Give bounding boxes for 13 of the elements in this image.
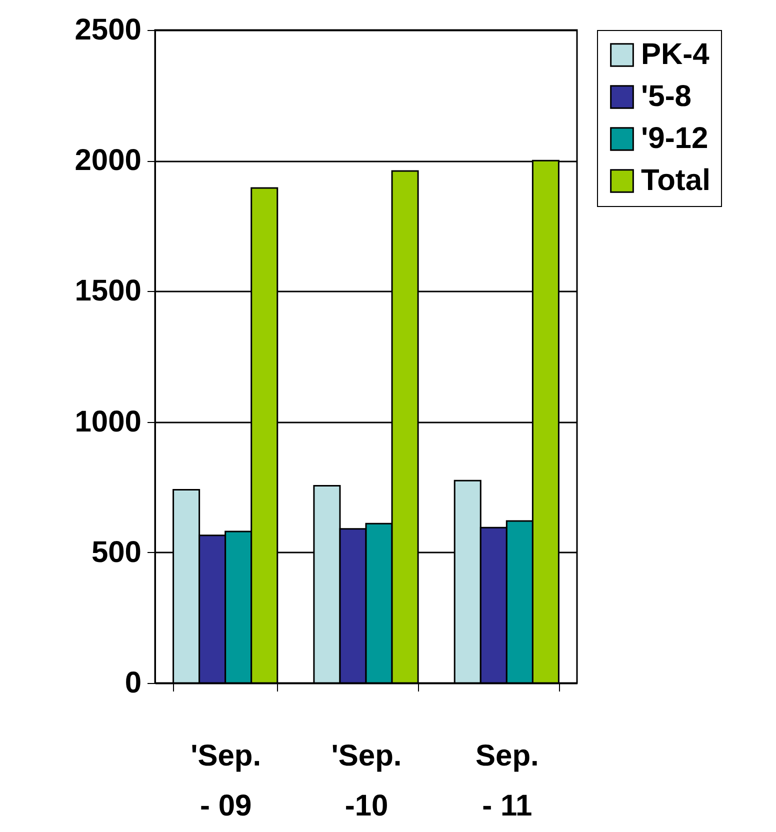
y-tick-label: 2000	[74, 144, 142, 178]
y-tick-label: 1500	[74, 274, 142, 308]
legend-label: '5-8	[641, 80, 692, 113]
y-tick-label: 0	[124, 666, 142, 700]
y-tick-label: 2500	[74, 14, 142, 46]
y-tick-label: 500	[91, 536, 142, 569]
x-tick-label: 'Sep. -10	[331, 740, 402, 822]
y-tick-label: 1000	[74, 405, 142, 438]
legend-label: PK-4	[641, 38, 710, 71]
legend-label: '9-12	[641, 122, 708, 155]
x-tick-label: Sep. - 11	[475, 740, 539, 822]
legend-label: Total	[641, 164, 710, 197]
x-tick-label: 'Sep. - 09	[190, 740, 262, 822]
